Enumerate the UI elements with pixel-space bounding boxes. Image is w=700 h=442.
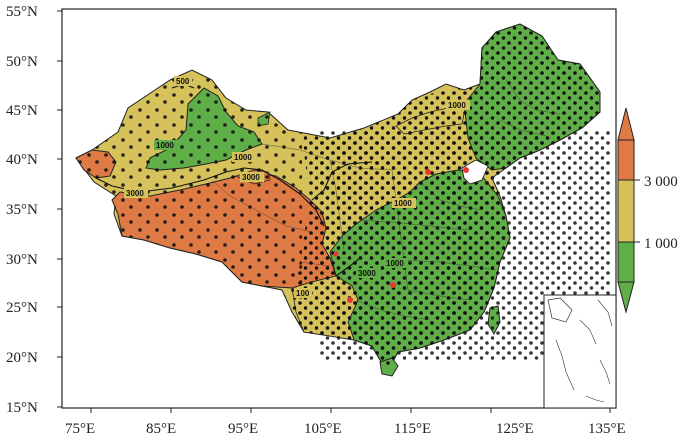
y-tick-label: 40°N — [6, 152, 38, 168]
y-tick-label: 50°N — [6, 54, 38, 70]
colorbar-low-block — [617, 241, 635, 283]
contour-label-1000-sw: 1000 — [386, 259, 404, 268]
highlight-station — [347, 297, 353, 303]
y-tick-label: 55°N — [6, 4, 38, 20]
contour-label-1000-west: 1000 — [156, 141, 174, 150]
y-tick-label: 15°N — [6, 400, 38, 416]
highlight-stations — [333, 167, 469, 303]
colorbar-mid-block — [617, 179, 635, 243]
contour-label-100-south: 100 — [296, 289, 310, 298]
colorbar-low-segment — [617, 281, 635, 314]
contour-label-1000-north: 1000 — [448, 101, 466, 110]
contour-label-3000-west: 3000 — [126, 189, 144, 198]
colorbar-high-block — [617, 139, 635, 181]
x-tick-label: 95°E — [228, 421, 258, 437]
y-tick-label: 35°N — [6, 202, 38, 218]
contour-label-500: 500 — [176, 77, 190, 86]
x-tick-label: 125°E — [496, 421, 534, 437]
highlight-station — [390, 282, 396, 288]
contour-label-3000-tarim: 3000 — [242, 173, 260, 182]
colorbar: 3 000 1 000 — [617, 107, 678, 314]
x-tick-label: 75°E — [65, 421, 95, 437]
colorbar-high-segment — [617, 107, 635, 141]
x-tick-label: 85°E — [146, 421, 176, 437]
colorbar-label-1000: 1 000 — [644, 236, 678, 252]
y-tick-label: 45°N — [6, 103, 38, 119]
x-tick-label: 115°E — [394, 421, 431, 437]
y-tick-label: 30°N — [6, 252, 38, 268]
y-axis — [57, 10, 62, 408]
highlight-station — [425, 169, 431, 175]
contour-label-1000-center: 1000 — [234, 153, 252, 162]
contour-label-1000-east: 1000 — [394, 199, 412, 208]
x-tick-label: 135°E — [588, 421, 626, 437]
south-china-sea-inset — [543, 294, 617, 409]
y-tick-label: 20°N — [6, 350, 38, 366]
x-axis — [90, 408, 611, 413]
x-tick-label: 105°E — [304, 421, 342, 437]
x-tick-labels: 75°E 85°E 95°E 105°E 115°E 125°E 135°E — [65, 421, 626, 437]
colorbar-label-3000: 3 000 — [644, 174, 678, 190]
highlight-station — [463, 167, 469, 173]
y-tick-label: 25°N — [6, 300, 38, 316]
highlight-station — [333, 251, 339, 257]
contour-label-3000-sw: 3000 — [358, 269, 376, 278]
contour-labels: 500 1000 1000 3000 3000 1000 1000 1000 3… — [124, 76, 470, 298]
y-tick-labels: 55°N 50°N 45°N 40°N 35°N 30°N 25°N 20°N … — [6, 4, 38, 416]
